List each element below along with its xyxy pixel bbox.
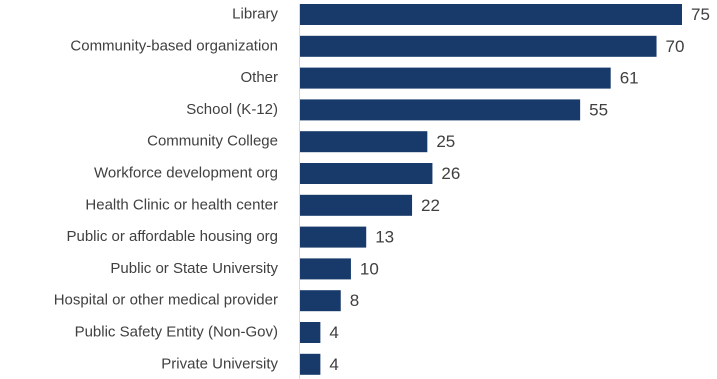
bar — [300, 194, 413, 216]
category-label: School (K-12) — [186, 101, 278, 118]
value-label: 75 — [691, 5, 710, 24]
bar — [300, 353, 321, 375]
bar — [300, 67, 611, 89]
category-label: Library — [232, 5, 278, 22]
category-label: Community-based organization — [70, 37, 278, 54]
bar — [300, 99, 581, 121]
bar — [300, 322, 321, 343]
category-label: Other — [240, 69, 278, 86]
bar — [300, 163, 433, 184]
bar — [300, 258, 351, 280]
bar — [300, 35, 657, 57]
value-label: 4 — [329, 355, 338, 374]
value-label: 22 — [421, 196, 440, 215]
bar — [300, 226, 367, 248]
bar — [300, 4, 682, 25]
bar — [300, 131, 428, 153]
bar — [300, 290, 341, 312]
category-label: Public Safety Entity (Non-Gov) — [75, 323, 278, 340]
value-label: 4 — [329, 323, 338, 342]
category-label: Community College — [147, 133, 278, 150]
value-label: 55 — [589, 100, 608, 119]
value-label: 10 — [360, 259, 379, 278]
value-label: 8 — [350, 291, 359, 310]
value-label: 25 — [436, 132, 455, 151]
category-label: Public or affordable housing org — [66, 228, 278, 245]
category-label: Public or State University — [110, 260, 278, 277]
category-labels: Library Community-based organization Other… — [54, 5, 279, 372]
category-label: Hospital or other medical provider — [54, 292, 278, 309]
value-label: 61 — [620, 69, 639, 88]
value-label: 13 — [375, 228, 394, 247]
category-label: Private University — [161, 355, 278, 372]
value-label: 70 — [666, 37, 685, 56]
value-label: 26 — [441, 164, 460, 183]
category-label: Health Clinic or health center — [85, 196, 278, 213]
category-label: Workforce development org — [94, 164, 278, 181]
bars-layer — [300, 4, 682, 375]
